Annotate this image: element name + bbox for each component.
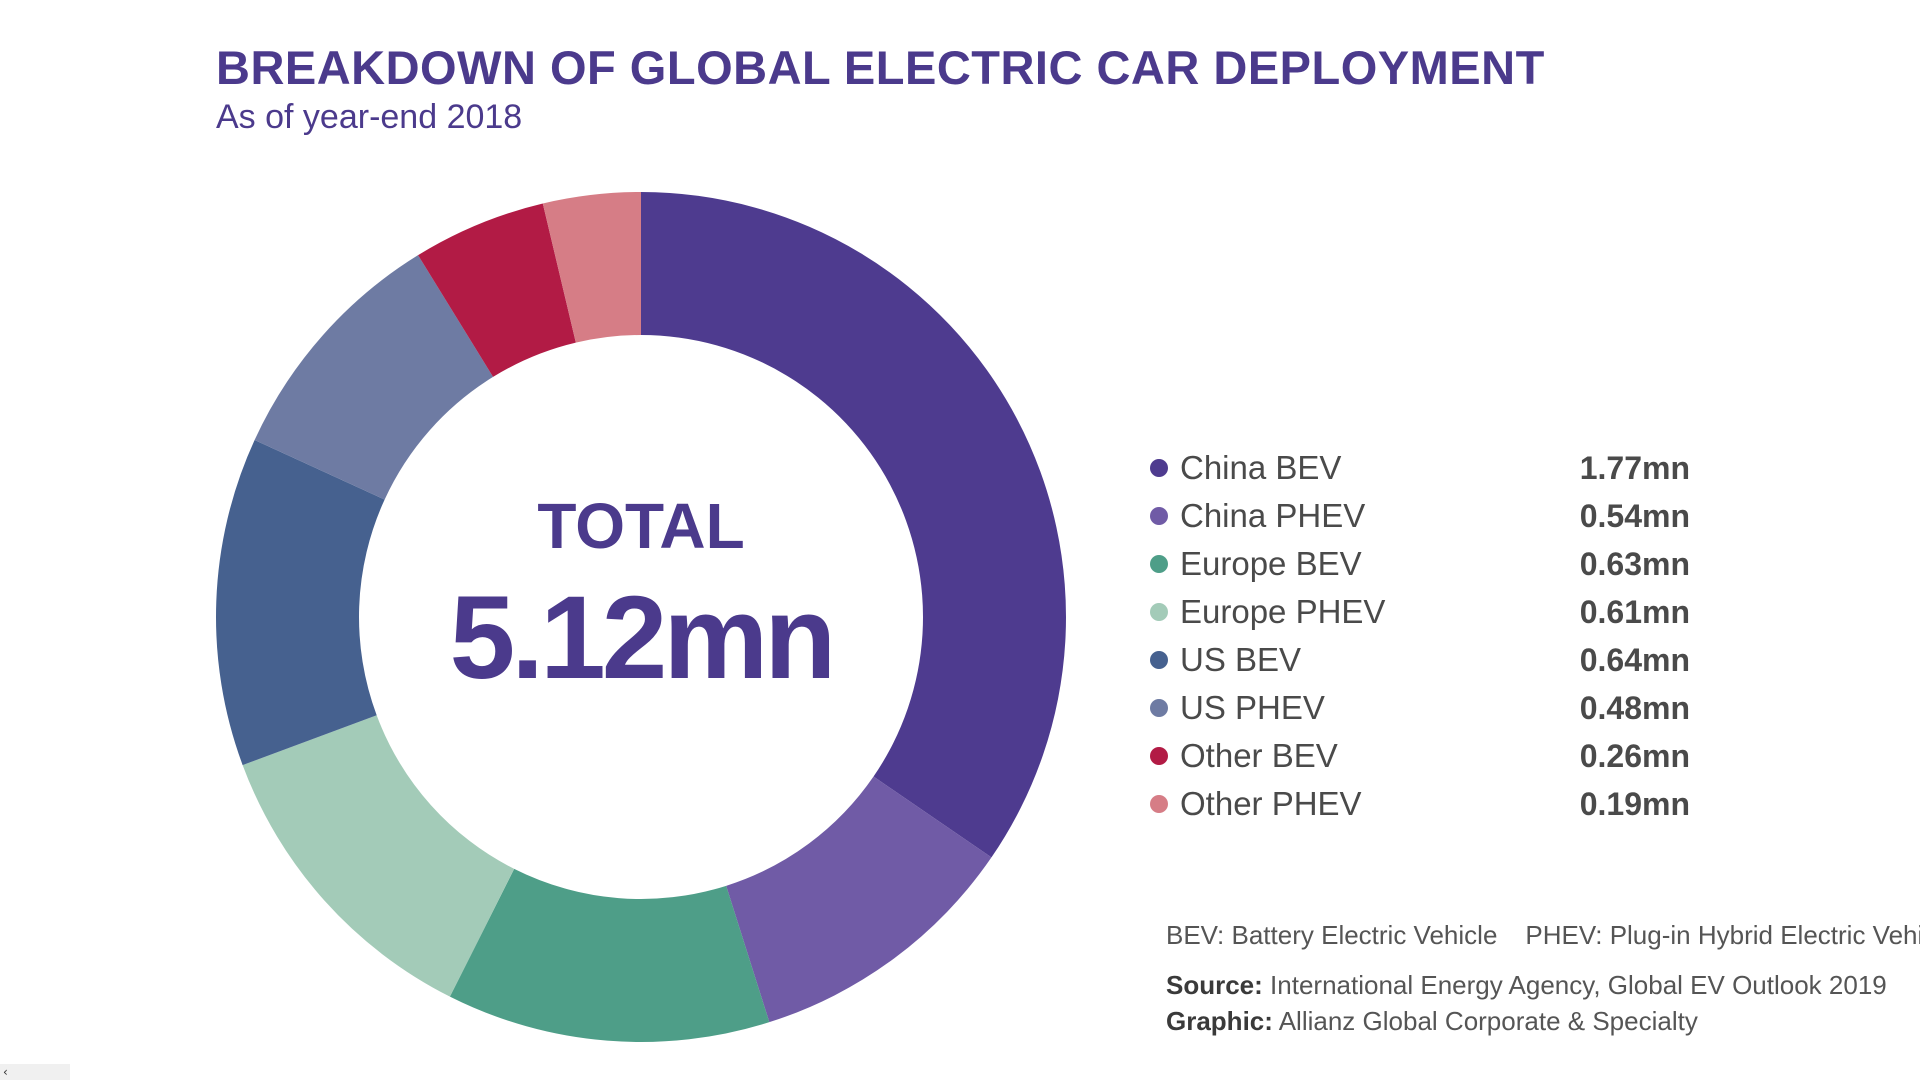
legend-item: Other PHEV 0.19mn bbox=[1150, 780, 1690, 828]
graphic-label: Graphic: bbox=[1166, 1006, 1273, 1036]
source-text: International Energy Agency, Global EV O… bbox=[1270, 970, 1887, 1000]
legend-dot-icon bbox=[1150, 603, 1168, 621]
legend-value: 0.19mn bbox=[1579, 785, 1690, 822]
legend-value: 0.48mn bbox=[1579, 689, 1690, 726]
legend-label: Europe BEV bbox=[1180, 545, 1362, 582]
chart-title: BREAKDOWN OF GLOBAL ELECTRIC CAR DEPLOYM… bbox=[216, 41, 1545, 94]
slice-china-phev bbox=[726, 776, 992, 1023]
legend-item: US BEV 0.64mn bbox=[1150, 636, 1690, 684]
legend-item: Other BEV 0.26mn bbox=[1150, 732, 1690, 780]
legend-dot-icon bbox=[1150, 507, 1168, 525]
legend-label: Europe PHEV bbox=[1180, 593, 1386, 630]
slice-us-bev bbox=[216, 440, 385, 766]
legend-item: US PHEV 0.48mn bbox=[1150, 684, 1690, 732]
legend-dot-icon bbox=[1150, 747, 1168, 765]
center-total-value: 5.12mn bbox=[450, 572, 833, 704]
graphic-credit-line: Graphic: Allianz Global Corporate & Spec… bbox=[1166, 1006, 1698, 1037]
legend-label: Other BEV bbox=[1180, 737, 1338, 774]
legend-value: 0.64mn bbox=[1579, 641, 1690, 678]
legend-label: China BEV bbox=[1180, 449, 1342, 486]
phev-definition: PHEV: Plug-in Hybrid Electric Vehicle bbox=[1525, 920, 1920, 950]
graphic-text: Allianz Global Corporate & Specialty bbox=[1278, 1006, 1698, 1036]
center-total-label: TOTAL bbox=[537, 490, 744, 562]
legend-value: 0.61mn bbox=[1579, 593, 1690, 630]
legend-dot-icon bbox=[1150, 699, 1168, 717]
legend-dot-icon bbox=[1150, 651, 1168, 669]
abbreviation-note: BEV: Battery Electric Vehicle PHEV: Plug-… bbox=[1166, 920, 1920, 951]
source-label: Source: bbox=[1166, 970, 1263, 1000]
legend-dot-icon bbox=[1150, 459, 1168, 477]
donut-slices bbox=[216, 192, 1066, 1042]
slice-europe-bev bbox=[449, 868, 770, 1042]
chart-legend: China BEV 1.77mn China PHEV 0.54mn Europe BE… bbox=[1150, 444, 1690, 828]
legend-value: 0.63mn bbox=[1579, 545, 1690, 582]
slice-us-phev bbox=[254, 255, 494, 500]
legend-dot-icon bbox=[1150, 795, 1168, 813]
slice-china-bev bbox=[641, 192, 1066, 858]
legend-dot-icon bbox=[1150, 555, 1168, 573]
legend-item: China BEV 1.77mn bbox=[1150, 444, 1690, 492]
slice-europe-phev bbox=[242, 715, 515, 997]
legend-label: US PHEV bbox=[1180, 689, 1325, 726]
legend-label: Other PHEV bbox=[1180, 785, 1362, 822]
slice-other-phev bbox=[542, 192, 641, 343]
legend-label: China PHEV bbox=[1180, 497, 1366, 534]
legend-item: Europe BEV 0.63mn bbox=[1150, 540, 1690, 588]
legend-value: 1.77mn bbox=[1579, 449, 1690, 486]
legend-label: US BEV bbox=[1180, 641, 1302, 678]
legend-value: 0.26mn bbox=[1579, 737, 1690, 774]
chart-subtitle: As of year-end 2018 bbox=[216, 98, 523, 136]
slice-other-bev bbox=[418, 203, 576, 377]
bev-definition: BEV: Battery Electric Vehicle bbox=[1166, 920, 1498, 950]
legend-item: China PHEV 0.54mn bbox=[1150, 492, 1690, 540]
scroll-left-button[interactable]: ‹ bbox=[0, 1064, 70, 1080]
source-line: Source: International Energy Agency, Glo… bbox=[1166, 970, 1887, 1001]
legend-item: Europe PHEV 0.61mn bbox=[1150, 588, 1690, 636]
legend-value: 0.54mn bbox=[1579, 497, 1690, 534]
